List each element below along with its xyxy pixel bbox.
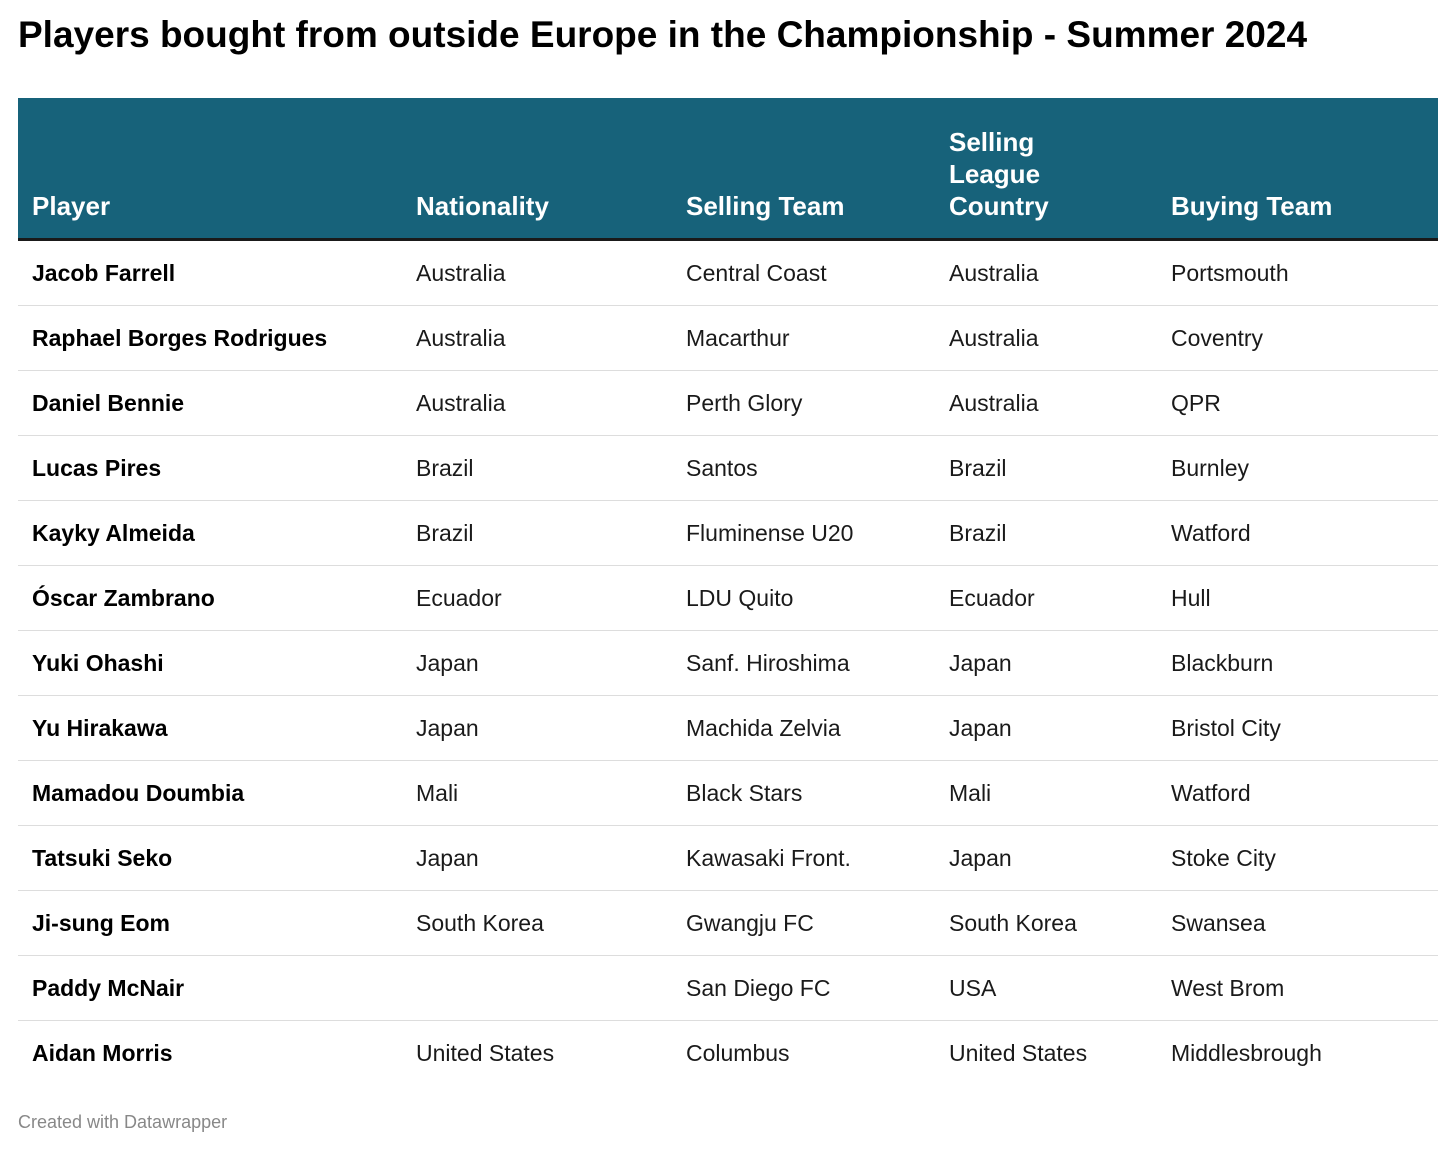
buying-team-cell: Coventry [1157, 305, 1438, 371]
transfers-table-container: Player Nationality Selling Team Selling … [18, 98, 1438, 1085]
selling-team-cell: Fluminense U20 [672, 500, 935, 566]
selling-league-country-cell: Mali [935, 760, 1157, 826]
selling-league-country-cell: Australia [935, 239, 1157, 306]
table-row: Raphael Borges Rodrigues Australia Macarth… [18, 305, 1438, 371]
player-cell: Kayky Almeida [18, 500, 402, 566]
buying-team-cell: West Brom [1157, 955, 1438, 1021]
selling-league-country-cell: Japan [935, 695, 1157, 761]
selling-league-country-cell: Australia [935, 305, 1157, 371]
nationality-cell: Australia [402, 370, 672, 436]
buying-team-cell: Burnley [1157, 435, 1438, 501]
column-header-player[interactable]: Player [18, 98, 402, 241]
nationality-cell: Brazil [402, 500, 672, 566]
column-header-selling-team[interactable]: Selling Team [672, 98, 935, 241]
player-cell: Ji-sung Eom [18, 890, 402, 956]
player-cell: Mamadou Doumbia [18, 760, 402, 826]
column-header-buying-team[interactable]: Buying Team [1157, 98, 1438, 241]
nationality-cell: Australia [402, 305, 672, 371]
nationality-cell: Japan [402, 695, 672, 761]
selling-league-country-cell: Japan [935, 825, 1157, 891]
player-cell: Yuki Ohashi [18, 630, 402, 696]
table-row: Tatsuki Seko Japan Kawasaki Front. Japan Sto… [18, 825, 1438, 891]
column-header-nationality[interactable]: Nationality [402, 98, 672, 241]
selling-team-cell: San Diego FC [672, 955, 935, 1021]
column-header-label: Buying Team [1171, 191, 1333, 221]
buying-team-cell: Watford [1157, 500, 1438, 566]
selling-team-cell: Perth Glory [672, 370, 935, 436]
selling-league-country-cell: Brazil [935, 500, 1157, 566]
buying-team-cell: Portsmouth [1157, 239, 1438, 306]
selling-team-cell: Kawasaki Front. [672, 825, 935, 891]
buying-team-cell: Blackburn [1157, 630, 1438, 696]
table-row: Yu Hirakawa Japan Machida Zelvia Japan Brist… [18, 695, 1438, 761]
selling-league-country-cell: Australia [935, 370, 1157, 436]
selling-league-country-cell: Japan [935, 630, 1157, 696]
selling-team-cell: Macarthur [672, 305, 935, 371]
selling-team-cell: Santos [672, 435, 935, 501]
table-row: Paddy McNair San Diego FC USA West Brom [18, 955, 1438, 1021]
selling-league-country-cell: South Korea [935, 890, 1157, 956]
table-header: Player Nationality Selling Team Selling … [18, 98, 1438, 241]
selling-team-cell: Machida Zelvia [672, 695, 935, 761]
table-row: Yuki Ohashi Japan Sanf. Hiroshima Japan Blac… [18, 630, 1438, 696]
buying-team-cell: Stoke City [1157, 825, 1438, 891]
nationality-cell: Japan [402, 825, 672, 891]
player-cell: Paddy McNair [18, 955, 402, 1021]
selling-league-country-cell: Ecuador [935, 565, 1157, 631]
player-cell: Jacob Farrell [18, 239, 402, 306]
table-row: Mamadou Doumbia Mali Black Stars Mali Watfor… [18, 760, 1438, 826]
column-header-label: Player [32, 191, 111, 221]
nationality-cell: United States [416, 1039, 555, 1066]
player-cell: Tatsuki Seko [18, 825, 402, 891]
table-row: Aidan Morris United States Columbus United … [18, 1021, 1438, 1086]
player-cell: Aidan Morris [32, 1039, 173, 1066]
buying-team-cell: Swansea [1157, 890, 1438, 956]
table-row: Lucas Pires Brazil Santos Brazil Burnley [18, 435, 1438, 501]
player-cell: Raphael Borges Rodrigues [18, 305, 402, 371]
selling-team-cell: Gwangju FC [672, 890, 935, 956]
table-row: Óscar Zambrano Ecuador LDU Quito Ecuador Hul… [18, 565, 1438, 631]
table-row: Jacob Farrell Australia Central Coast Austr… [18, 239, 1438, 306]
selling-team-cell: Black Stars [672, 760, 935, 826]
nationality-cell: South Korea [402, 890, 672, 956]
transfers-table: Player Nationality Selling Team Selling … [18, 98, 1438, 1085]
selling-team-cell: Sanf. Hiroshima [672, 630, 935, 696]
selling-league-country-cell: United States [949, 1039, 1088, 1066]
player-cell: Daniel Bennie [18, 370, 402, 436]
buying-team-cell: Bristol City [1157, 695, 1438, 761]
buying-team-cell: Watford [1157, 760, 1438, 826]
header-row: Player Nationality Selling Team Selling … [18, 98, 1438, 241]
column-header-label: Nationality [416, 191, 549, 221]
buying-team-cell: QPR [1157, 370, 1438, 436]
nationality-cell: Australia [402, 239, 672, 306]
selling-league-country-cell: Brazil [935, 435, 1157, 501]
player-cell: Óscar Zambrano [18, 565, 402, 631]
nationality-cell: Brazil [402, 435, 672, 501]
table-row: Kayky Almeida Brazil Fluminense U20 Brazil W… [18, 500, 1438, 566]
table-row: Ji-sung Eom South Korea Gwangju FC South Ko… [18, 890, 1438, 956]
player-cell: Lucas Pires [18, 435, 402, 501]
nationality-cell: Mali [402, 760, 672, 826]
chart-title: Players bought from outside Europe in th… [18, 14, 1308, 55]
selling-league-country-cell: USA [935, 955, 1157, 1021]
table-body: Jacob Farrell Australia Central Coast Austr… [18, 239, 1438, 1086]
column-header-label: Selling Team [686, 191, 845, 221]
buying-team-cell: Hull [1157, 565, 1438, 631]
selling-team-cell: Columbus [686, 1039, 790, 1066]
player-cell: Yu Hirakawa [18, 695, 402, 761]
table-row: Daniel Bennie Australia Perth Glory Austral… [18, 370, 1438, 436]
selling-team-cell: Central Coast [672, 239, 935, 306]
column-header-selling-league-country[interactable]: Selling League Country [935, 98, 1157, 241]
nationality-cell: Japan [402, 630, 672, 696]
attribution-footer[interactable]: Created with Datawrapper [18, 1112, 228, 1132]
nationality-cell [402, 955, 672, 1021]
nationality-cell: Ecuador [402, 565, 672, 631]
selling-team-cell: LDU Quito [672, 565, 935, 631]
column-header-label: Selling League Country [949, 127, 1049, 221]
buying-team-cell: Middlesbrough [1171, 1039, 1322, 1066]
